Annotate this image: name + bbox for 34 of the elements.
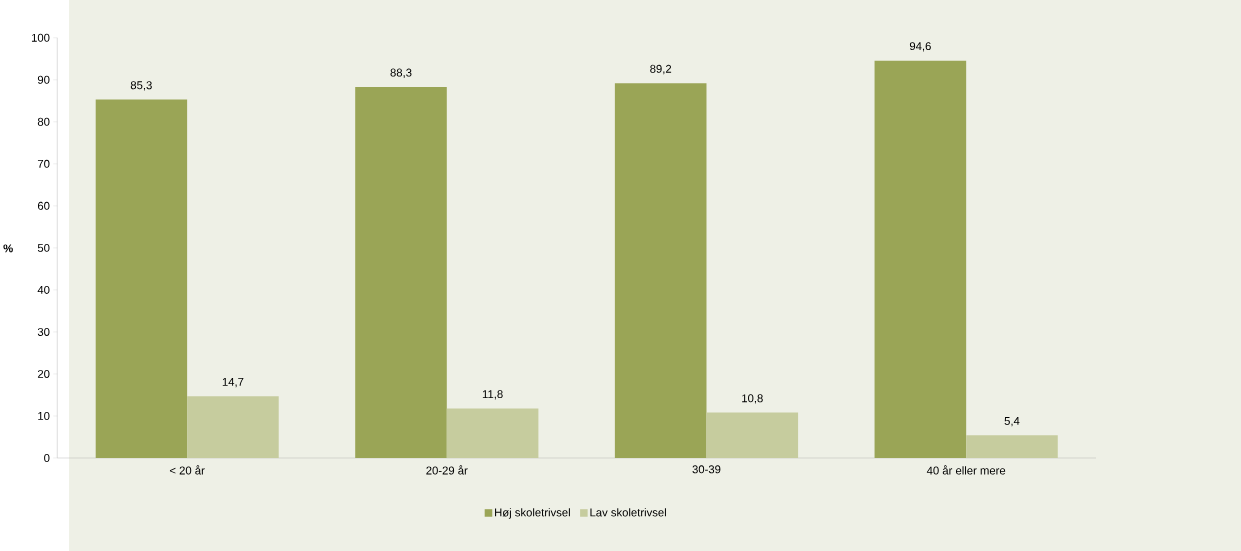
data-label: 85,3 [130,80,152,91]
y-tick-label: 20 [37,369,50,378]
y-axis-title: % [3,244,13,253]
bar [874,60,967,458]
data-label: 89,2 [650,64,672,74]
x-tick-label: 40 år eller mere [926,465,1006,475]
y-tick-label: 50 [37,243,50,252]
legend-label: Lav skoletrivsel [590,507,666,517]
bar [187,395,279,458]
data-label: 11,8 [482,389,503,400]
y-tick-label: 90 [37,75,50,84]
bar [95,99,188,458]
bar [614,82,707,458]
x-tick-label: 30-39 [692,465,721,474]
data-label: 14,7 [222,377,244,387]
y-tick-label: 40 [37,285,50,294]
legend-label: Høj skoletrivsel [495,507,570,519]
y-tick-label: 60 [37,201,50,210]
bar [706,412,799,458]
x-tick-label: < 20 år [169,465,205,475]
y-tick-label: 30 [37,327,50,336]
data-label: 88,3 [390,68,412,78]
data-label: 5,4 [1004,416,1020,427]
bar [966,435,1058,458]
y-tick-label: 80 [37,117,50,126]
y-tick-label: 70 [37,159,50,168]
data-label: 94,6 [909,41,931,52]
bar [446,408,539,458]
x-tick-label: 20-29 år [426,465,468,475]
data-label: 10,8 [742,394,763,404]
y-tick-label: 100 [31,33,50,42]
y-tick-label: 10 [38,411,50,420]
bar [355,86,447,458]
y-tick-label: 0 [44,453,50,462]
